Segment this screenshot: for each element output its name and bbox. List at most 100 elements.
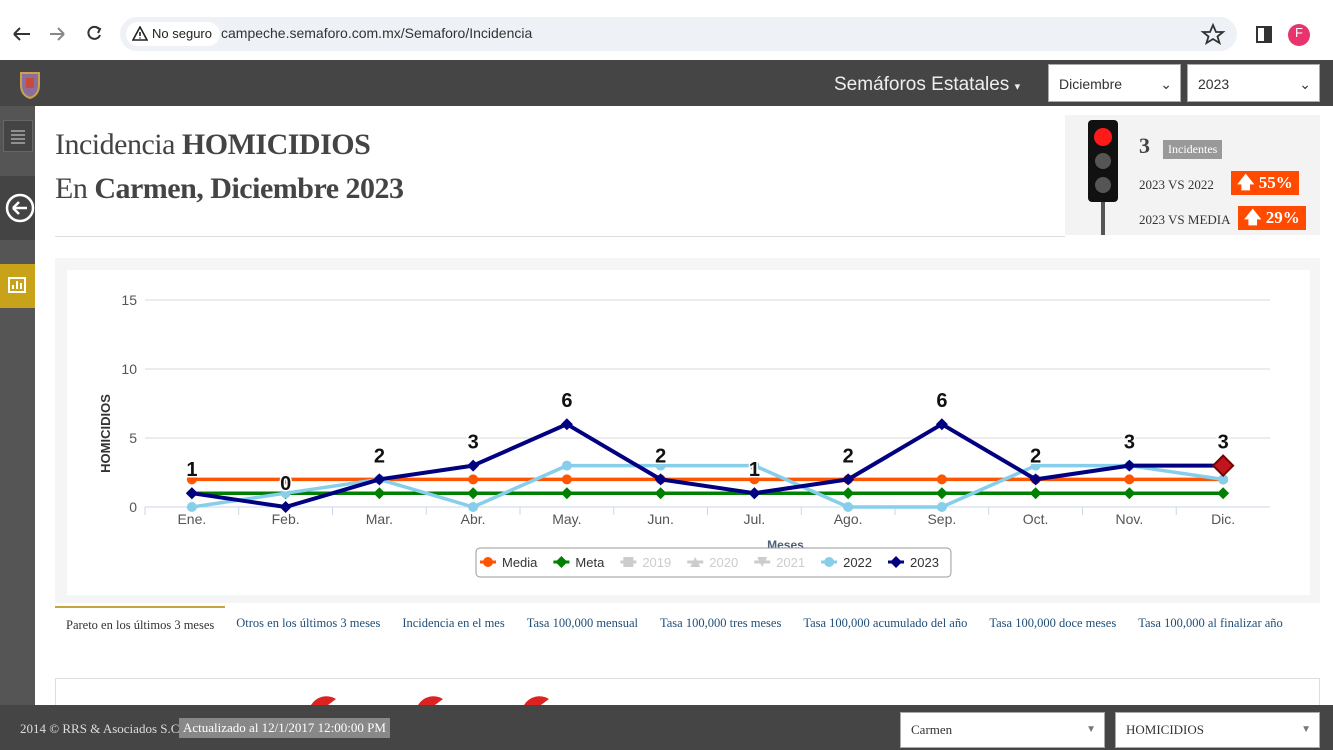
data-label: 2 bbox=[655, 445, 666, 467]
legend-label: 2019 bbox=[642, 555, 671, 570]
subtitle-prefix: En bbox=[55, 172, 88, 205]
sidebar bbox=[0, 106, 35, 706]
profile-initial: F bbox=[1295, 25, 1303, 40]
vs-media-label: 2023 VS MEDIA bbox=[1139, 212, 1231, 227]
marker bbox=[890, 556, 903, 568]
month-select[interactable]: Diciembre ⌄ bbox=[1048, 64, 1181, 102]
tab[interactable]: Pareto en los últimos 3 meses bbox=[55, 606, 226, 644]
vs-media-badge: 🡅 29% bbox=[1238, 206, 1306, 230]
y-tick-label: 0 bbox=[129, 499, 137, 515]
vs-media-value: 29% bbox=[1265, 208, 1300, 227]
y-tick-label: 10 bbox=[121, 361, 137, 377]
states-menu[interactable]: Semáforos Estatales ▾ bbox=[834, 74, 1021, 95]
data-label: 2 bbox=[843, 445, 854, 467]
marker bbox=[935, 418, 948, 431]
x-tick-label: May. bbox=[552, 511, 581, 527]
crime-select[interactable]: HOMICIDIOS ▼ bbox=[1115, 712, 1320, 748]
nav-buttons[interactable] bbox=[10, 22, 110, 46]
tab[interactable]: Tasa 100,000 doce meses bbox=[989, 616, 1117, 630]
marker bbox=[757, 557, 768, 567]
legend-label: 2020 bbox=[709, 555, 738, 570]
x-tick-label: Jul. bbox=[743, 511, 765, 527]
marker bbox=[748, 487, 761, 500]
data-label: 3 bbox=[1218, 432, 1229, 454]
legend-label: Meta bbox=[575, 555, 605, 570]
x-tick-label: Feb. bbox=[272, 511, 300, 527]
data-label: 1 bbox=[749, 459, 760, 481]
traffic-light bbox=[1088, 120, 1118, 235]
x-tick-label: Oct. bbox=[1023, 511, 1049, 527]
year-value: 2023 bbox=[1198, 76, 1230, 92]
tab[interactable]: Incidencia en el mes bbox=[402, 616, 505, 630]
marker bbox=[468, 474, 479, 485]
divider bbox=[55, 236, 1065, 237]
page-title: Incidencia HOMICIDIOS bbox=[55, 128, 371, 162]
y-tick-label: 5 bbox=[129, 430, 137, 446]
marker bbox=[1030, 460, 1041, 471]
marker bbox=[936, 474, 947, 485]
page-subtitle: En Carmen, Diciembre 2023 bbox=[55, 172, 404, 206]
marker bbox=[1218, 474, 1229, 485]
back-button[interactable] bbox=[0, 176, 35, 240]
vs-prev-value: 55% bbox=[1258, 173, 1293, 192]
marker bbox=[560, 487, 573, 500]
marker bbox=[1029, 487, 1042, 500]
marker bbox=[824, 557, 835, 567]
marker bbox=[373, 473, 386, 486]
x-tick-label: Mar. bbox=[366, 511, 393, 527]
series-line bbox=[191, 463, 1224, 509]
x-tick-label: Ene. bbox=[177, 511, 206, 527]
marker bbox=[280, 474, 291, 485]
marker bbox=[467, 459, 480, 472]
marker bbox=[1211, 454, 1235, 478]
security-chip[interactable]: No seguro bbox=[126, 22, 220, 46]
marker bbox=[1123, 459, 1136, 472]
tab[interactable]: Tasa 100,000 mensual bbox=[526, 616, 638, 630]
chart-button[interactable] bbox=[0, 264, 35, 308]
marker bbox=[185, 487, 198, 500]
menu-button[interactable] bbox=[3, 120, 33, 152]
data-label: 6 bbox=[936, 390, 947, 412]
navbar: Semáforos Estatales ▾ Diciembre ⌄ 2023 ⌄ bbox=[0, 60, 1333, 106]
y-tick-label: 15 bbox=[121, 292, 137, 308]
year-select[interactable]: 2023 ⌄ bbox=[1187, 64, 1320, 102]
marker bbox=[936, 502, 947, 512]
browser-icons[interactable] bbox=[1200, 22, 1325, 48]
marker bbox=[1029, 473, 1042, 486]
browser-bar: No seguro campeche.semaforo.com.mx/Semaf… bbox=[0, 0, 1333, 60]
legend-box bbox=[475, 547, 952, 578]
x-tick-label: Dic. bbox=[1211, 511, 1235, 527]
states-menu-label: Semáforos Estatales bbox=[834, 74, 1010, 95]
legend: Media Meta 2019 2020 2021 2022 2023 bbox=[475, 547, 952, 578]
summary-box: 3 Incidentes 2023 VS 2022 🡅 55% 2023 VS … bbox=[1065, 115, 1320, 235]
tab[interactable]: Otros en los últimos 3 meses bbox=[236, 616, 381, 630]
crime-value: HOMICIDIOS bbox=[1126, 722, 1204, 737]
data-label: 3 bbox=[468, 432, 479, 454]
vs-prev-label: 2023 VS 2022 bbox=[1139, 177, 1214, 192]
data-label: 3 bbox=[1124, 432, 1135, 454]
warning-icon bbox=[132, 26, 148, 41]
legend-label: Media bbox=[502, 555, 538, 570]
title-prefix: Incidencia bbox=[55, 128, 175, 161]
legend-label: 2023 bbox=[910, 555, 939, 570]
marker bbox=[655, 460, 666, 471]
marker bbox=[843, 502, 854, 512]
x-tick-label: Jun. bbox=[647, 511, 673, 527]
title-crime: HOMICIDIOS bbox=[181, 128, 371, 161]
y-axis-label: HOMICIDIOS bbox=[98, 394, 113, 473]
tab[interactable]: Tasa 100,000 tres meses bbox=[660, 616, 782, 630]
marker bbox=[749, 474, 760, 485]
tab[interactable]: Tasa 100,000 acumulado del año bbox=[803, 616, 968, 630]
tab[interactable]: Tasa 100,000 al finalizar año bbox=[1138, 616, 1283, 630]
address-bar[interactable]: No seguro campeche.semaforo.com.mx/Semaf… bbox=[120, 17, 1237, 51]
footer: 2014 © RRS & Asociados S.C. Actualizado … bbox=[0, 705, 1333, 750]
marker bbox=[186, 474, 197, 485]
marker bbox=[1124, 474, 1135, 485]
x-tick-label: Abr. bbox=[461, 511, 486, 527]
marker bbox=[935, 487, 948, 500]
tab-content bbox=[55, 678, 1320, 705]
series-line bbox=[191, 422, 1224, 509]
place-select[interactable]: Carmen ▼ bbox=[900, 712, 1105, 748]
